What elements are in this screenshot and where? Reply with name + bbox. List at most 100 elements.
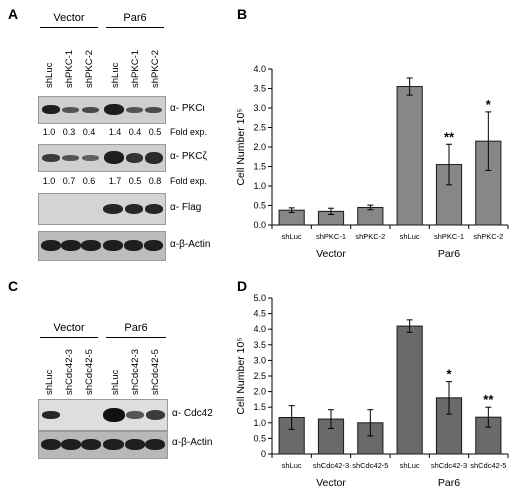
band [42, 105, 60, 114]
x-tick-label: shPKC-2 [355, 232, 385, 241]
x-tick-label: shCdc42-5 [352, 461, 388, 470]
significance-mark: * [486, 97, 492, 112]
fold-value: 0.4 [128, 127, 142, 137]
fold-exp-label: Fold exp. [170, 176, 208, 186]
fold-value: 0.5 [148, 127, 162, 137]
y-tick-label: 4.5 [253, 309, 266, 319]
fold-value: 0.5 [128, 176, 142, 186]
y-axis-label: Cell Number 10⁵ [235, 108, 247, 185]
band [145, 439, 165, 450]
lane-label: shCdc42-3 [130, 349, 141, 395]
y-tick-label: 2.0 [253, 387, 266, 397]
group-line-par6 [106, 27, 164, 28]
fold-value: 0.6 [82, 176, 96, 186]
blot-label-actin: α-β-Actin [170, 239, 211, 250]
group-label-vector: Vector [53, 12, 85, 24]
significance-mark: ** [444, 129, 455, 144]
band [124, 240, 143, 251]
y-tick-label: 1.0 [253, 181, 266, 191]
blot-label-cdc42: α- Cdc42 [172, 408, 213, 419]
panel-letter-b: B [237, 6, 248, 22]
lane-label: shCdc42-5 [84, 349, 95, 395]
fold-value: 0.3 [62, 127, 76, 137]
band [62, 155, 79, 161]
band [61, 439, 81, 450]
band [41, 439, 61, 450]
band [103, 439, 124, 450]
fold-value: 0.7 [62, 176, 76, 186]
blot-label-pkc-zeta: α- PKCζ [170, 151, 207, 162]
fold-value: 1.7 [108, 176, 122, 186]
group-label: Vector [316, 248, 346, 260]
y-tick-label: 4.0 [253, 324, 266, 334]
lane-label: shPKC‑2 [150, 49, 161, 88]
lane-label: shLuc [44, 369, 55, 395]
band [103, 240, 123, 251]
blot-pkc-zeta [38, 144, 166, 172]
panel-letter-a: A [8, 6, 19, 22]
lane-label: shPKC‑1 [130, 49, 141, 88]
band [103, 204, 123, 214]
lane-label: shCdc42-3 [64, 349, 75, 395]
blot-cdc42 [38, 399, 168, 431]
lane-label: shLuc [110, 369, 121, 395]
band [81, 439, 101, 450]
lane-label: shLuc [110, 62, 121, 88]
band [144, 240, 163, 251]
band [125, 439, 145, 450]
blot-actin [38, 231, 166, 261]
x-tick-label: shPKC-1 [434, 232, 464, 241]
band [42, 154, 60, 162]
band [81, 240, 101, 251]
group-line-vector [40, 27, 98, 28]
group-line-vector [40, 337, 98, 338]
group-label-vector: Vector [53, 322, 85, 334]
panel-letter-c: C [8, 278, 19, 294]
y-tick-label: 3.5 [253, 84, 266, 94]
band [126, 411, 144, 419]
band [104, 151, 124, 164]
y-tick-label: 2.5 [253, 123, 266, 133]
band [126, 107, 143, 113]
group-line-par6 [106, 337, 166, 338]
group-label: Par6 [438, 248, 460, 260]
band [103, 408, 125, 422]
band [126, 153, 143, 163]
band [41, 240, 61, 251]
fold-value: 1.0 [42, 176, 56, 186]
y-tick-label: 0.0 [253, 220, 266, 230]
band [145, 204, 163, 214]
group-label: Par6 [438, 477, 460, 489]
significance-mark: ** [483, 392, 494, 407]
y-tick-label: 0.5 [253, 433, 266, 443]
lane-label: shPKC‑1 [64, 49, 75, 88]
y-tick-label: 1.5 [253, 402, 266, 412]
x-tick-label: shLuc [282, 461, 302, 470]
blot-pkc-iota [38, 96, 166, 124]
y-tick-label: 2.5 [253, 371, 266, 381]
y-tick-label: 3.5 [253, 340, 266, 350]
blot-label-pkc-iota: α- PKCι [170, 103, 205, 114]
fold-value: 0.4 [82, 127, 96, 137]
y-tick-label: 5.0 [253, 293, 266, 303]
band [42, 411, 60, 419]
y-tick-label: 1.5 [253, 162, 266, 172]
band [145, 152, 163, 164]
y-tick-label: 4.0 [253, 64, 266, 74]
bar [396, 86, 423, 226]
fold-exp-label: Fold exp. [170, 127, 208, 137]
band [145, 107, 162, 113]
y-tick-label: 0 [261, 449, 266, 459]
y-tick-label: 3.0 [253, 103, 266, 113]
group-label: Vector [316, 477, 346, 489]
blot-flag [38, 193, 166, 225]
lane-label: shPKC‑2 [84, 49, 95, 88]
band [146, 410, 165, 420]
x-tick-label: shPKC-1 [316, 232, 346, 241]
x-tick-label: shPKC-2 [473, 232, 503, 241]
band [82, 155, 99, 161]
band [62, 107, 79, 113]
fold-value: 0.8 [148, 176, 162, 186]
x-tick-label: shLuc [400, 461, 420, 470]
x-tick-label: shCdc42-3 [431, 461, 467, 470]
